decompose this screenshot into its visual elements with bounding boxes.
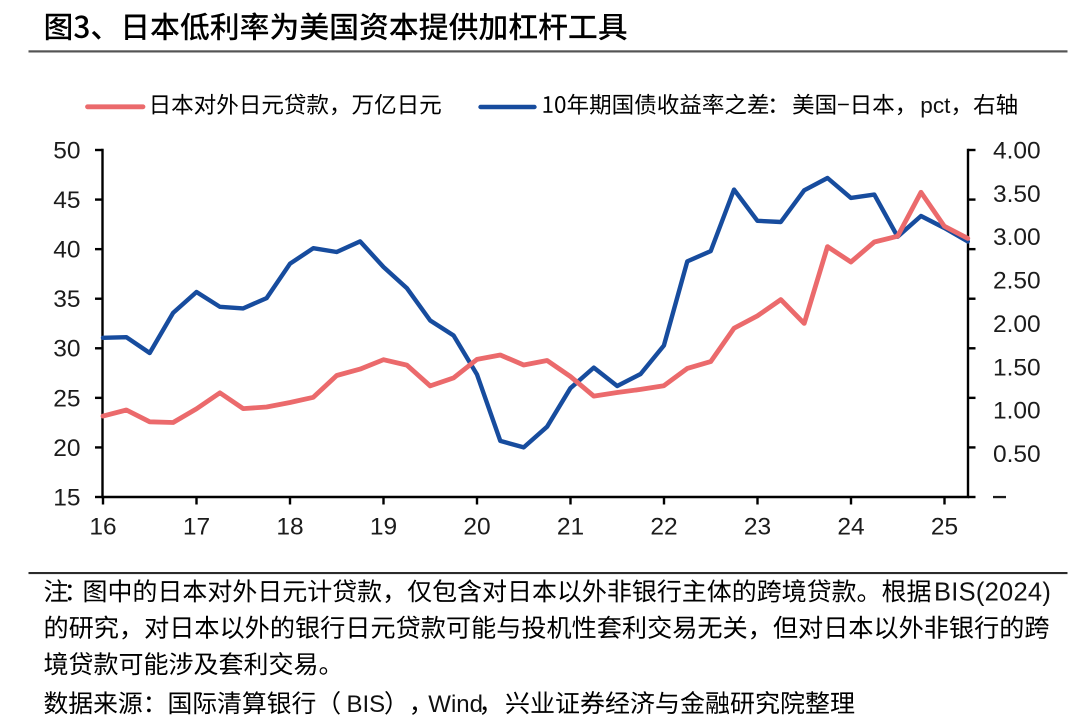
svg-text:30: 30: [53, 336, 80, 363]
svg-text:2.50: 2.50: [993, 268, 1041, 295]
svg-text:3.50: 3.50: [993, 181, 1041, 208]
svg-text:0.50: 0.50: [993, 441, 1041, 468]
svg-text:1.50: 1.50: [993, 354, 1041, 381]
svg-text:4.00: 4.00: [993, 137, 1041, 164]
svg-text:2.00: 2.00: [993, 311, 1041, 338]
svg-text:15: 15: [53, 484, 80, 511]
svg-text:1.00: 1.00: [993, 398, 1041, 425]
svg-text:18: 18: [276, 513, 303, 540]
svg-text:24: 24: [837, 513, 864, 540]
svg-text:40: 40: [53, 237, 80, 264]
svg-text:16: 16: [89, 513, 116, 540]
svg-text:50: 50: [53, 137, 80, 164]
svg-text:19: 19: [370, 513, 397, 540]
svg-text:pct: pct: [920, 93, 951, 118]
svg-text:45: 45: [53, 187, 80, 214]
svg-text:22: 22: [650, 513, 677, 540]
svg-text:23: 23: [744, 513, 771, 540]
svg-text:25: 25: [53, 385, 80, 412]
svg-text:BIS: BIS: [347, 691, 386, 718]
svg-text:21: 21: [557, 513, 584, 540]
svg-text:3.00: 3.00: [993, 224, 1041, 251]
svg-text:20: 20: [53, 435, 80, 462]
svg-text:Wind: Wind: [428, 691, 483, 718]
svg-text:BIS(2024): BIS(2024): [934, 578, 1051, 606]
svg-text:25: 25: [931, 513, 958, 540]
svg-text:20: 20: [463, 513, 490, 540]
svg-text:35: 35: [53, 286, 80, 313]
svg-text:17: 17: [183, 513, 210, 540]
